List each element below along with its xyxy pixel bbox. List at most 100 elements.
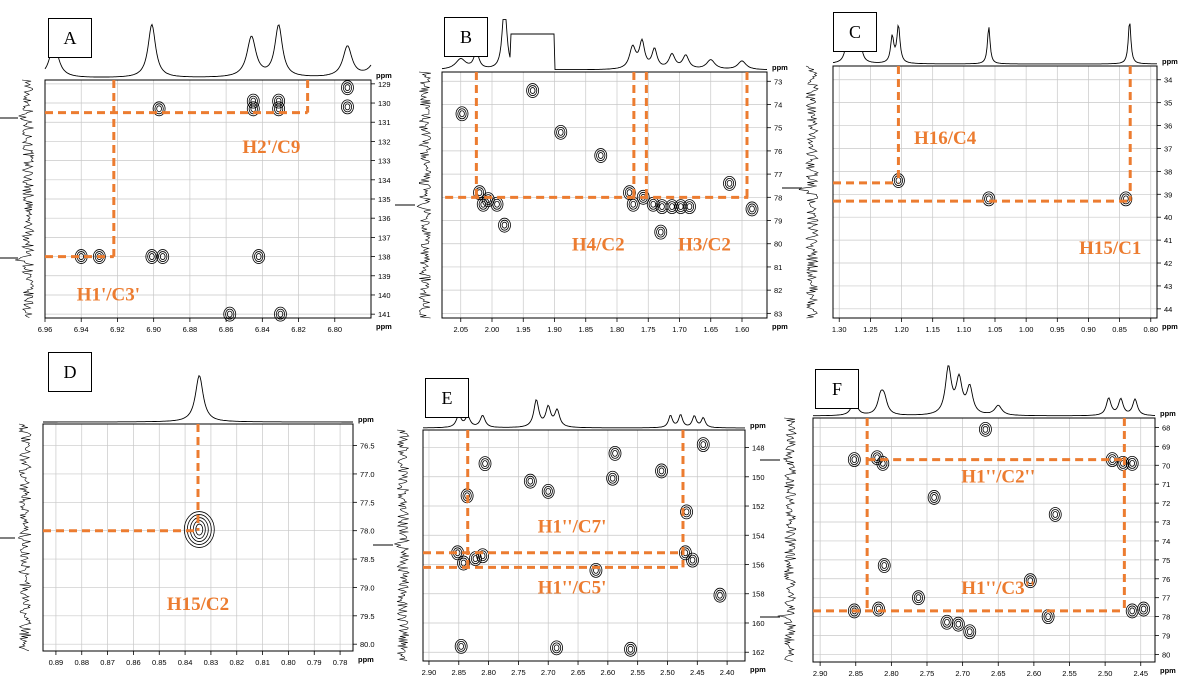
projection-side-c bbox=[798, 65, 819, 319]
cross-peak bbox=[979, 421, 992, 437]
cross-peak bbox=[610, 447, 620, 459]
cross-peak bbox=[680, 504, 693, 520]
cross-peak bbox=[657, 228, 664, 236]
cross-peak bbox=[523, 473, 537, 489]
y-tick-label: 69 bbox=[1162, 442, 1170, 451]
cross-peak bbox=[951, 616, 965, 632]
x-tick-label: 6.86 bbox=[219, 325, 234, 334]
cross-peak bbox=[472, 555, 479, 563]
y-tick-label: 138 bbox=[378, 253, 391, 262]
grid-e bbox=[423, 430, 745, 661]
x-tick-label: 2.55 bbox=[1062, 669, 1077, 677]
cross-peak bbox=[481, 192, 495, 208]
cross-peak bbox=[274, 95, 284, 107]
y-tick-label: 78 bbox=[1162, 613, 1170, 622]
y-tick-label: 133 bbox=[378, 157, 391, 166]
cross-peak bbox=[341, 80, 354, 96]
x-tick-label: 2.80 bbox=[481, 668, 496, 677]
x-tick-label: 1.20 bbox=[894, 325, 909, 334]
cross-peak bbox=[550, 640, 563, 656]
x-tick-label: 2.65 bbox=[991, 669, 1006, 677]
y-tick-label: 160 bbox=[752, 619, 765, 628]
projection-side-d bbox=[17, 423, 32, 652]
correlation-label: H1''/C2'' bbox=[961, 466, 1035, 487]
x-tick-label: 6.88 bbox=[183, 325, 198, 334]
cross-peak bbox=[344, 103, 351, 111]
y-tick-label: 137 bbox=[378, 233, 391, 242]
y-tick-label: 80 bbox=[1162, 650, 1170, 659]
y-unit-label: ppm bbox=[1162, 57, 1178, 66]
y-tick-label: 162 bbox=[752, 648, 765, 657]
y-tick-label: 79.5 bbox=[360, 612, 375, 621]
plot-frame-f bbox=[812, 417, 1156, 663]
cross-peak bbox=[158, 251, 168, 262]
cross-peak bbox=[658, 467, 665, 475]
guides-e bbox=[423, 430, 685, 569]
cross-peak bbox=[655, 463, 668, 479]
cross-peak bbox=[847, 452, 861, 468]
cross-peak bbox=[963, 624, 977, 640]
cross-peak bbox=[494, 200, 500, 208]
cross-peak bbox=[680, 547, 690, 559]
y-tick-label: 77.0 bbox=[360, 470, 375, 479]
cross-peak bbox=[480, 200, 487, 208]
cross-peak bbox=[459, 110, 465, 118]
y-tick-label: 44 bbox=[1164, 305, 1172, 314]
cross-peak bbox=[526, 83, 540, 98]
x-tick-label: 2.85 bbox=[848, 669, 863, 677]
cross-peak bbox=[252, 249, 266, 264]
cross-peak bbox=[1129, 459, 1135, 467]
y-tick-label: 78.0 bbox=[360, 527, 375, 536]
cross-peak bbox=[686, 552, 699, 568]
correlation-label: H1''/C7' bbox=[538, 516, 607, 537]
cross-peak bbox=[912, 590, 925, 606]
cross-peak bbox=[498, 217, 511, 233]
x-tick-label: 1.70 bbox=[672, 325, 687, 334]
y-tick-label: 75 bbox=[774, 124, 782, 133]
y-tick-label: 77 bbox=[1162, 594, 1170, 603]
x-tick-label: 1.30 bbox=[832, 325, 847, 334]
cross-peak bbox=[1127, 605, 1137, 617]
cross-peak bbox=[700, 441, 707, 449]
x-tick-label: 2.00 bbox=[485, 325, 500, 334]
x-tick-label: 6.96 bbox=[38, 325, 53, 334]
x-tick-label: 2.70 bbox=[541, 668, 556, 677]
cross-peak bbox=[473, 185, 486, 201]
cross-peak bbox=[678, 545, 692, 561]
x-unit-label: ppm bbox=[750, 665, 766, 674]
cross-peak bbox=[984, 193, 994, 205]
y-tick-label: 80.0 bbox=[360, 640, 375, 649]
cross-peak bbox=[145, 249, 159, 264]
y-tick-label: 82 bbox=[774, 286, 782, 295]
y-tick-label: 76 bbox=[774, 147, 782, 156]
cross-peak bbox=[713, 587, 727, 603]
cross-peak bbox=[248, 95, 258, 107]
panel-tag-f: F bbox=[815, 369, 859, 409]
correlation-label: H3/C2 bbox=[678, 235, 731, 256]
projection-top-f bbox=[813, 365, 1156, 417]
y-tick-label: 36 bbox=[1164, 122, 1172, 131]
cross-peak bbox=[648, 198, 658, 210]
cross-peak bbox=[745, 201, 759, 217]
cross-peak bbox=[606, 470, 620, 486]
y-tick-label: 83 bbox=[774, 309, 782, 318]
cross-peak bbox=[1052, 511, 1059, 518]
cross-peak bbox=[476, 548, 490, 564]
x-tick-label: 1.75 bbox=[641, 325, 656, 334]
x-tick-label: 2.75 bbox=[511, 668, 526, 677]
cross-peak bbox=[274, 306, 287, 322]
cross-peak bbox=[623, 185, 636, 201]
cross-peak bbox=[557, 128, 564, 136]
correlation-label: H2'/C9 bbox=[242, 137, 300, 158]
x-tick-label: 0.85 bbox=[1112, 325, 1127, 334]
cross-peak bbox=[92, 249, 106, 264]
x-tick-label: 1.90 bbox=[547, 325, 562, 334]
cross-peak bbox=[554, 124, 568, 140]
cross-peak bbox=[275, 97, 282, 105]
x-tick-label: 0.80 bbox=[1143, 325, 1158, 334]
cross-peak bbox=[341, 99, 354, 115]
cross-peak bbox=[650, 200, 657, 208]
panel-e: 2.90 2.85 2.80 2.75 2.70 2.65 2.60 2.55 2.50 2.45… bbox=[373, 398, 766, 677]
cross-peak bbox=[698, 439, 708, 451]
cross-peak bbox=[147, 251, 157, 262]
